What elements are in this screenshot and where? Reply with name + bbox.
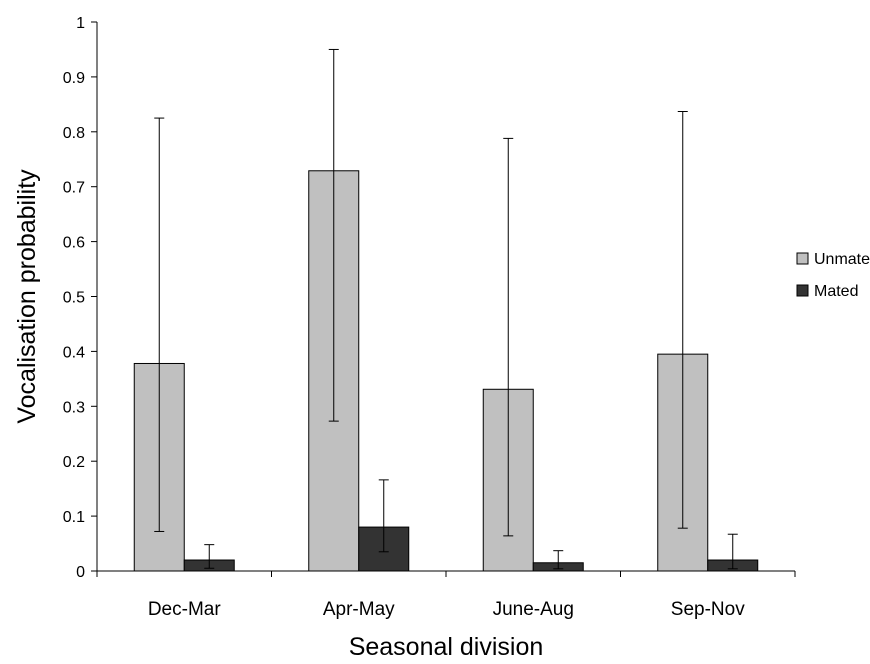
y-tick-label: 0.1	[63, 509, 85, 526]
x-axis-title: Seasonal division	[349, 633, 544, 661]
y-tick-label: 0.6	[63, 235, 85, 252]
y-tick-label: 0.7	[63, 180, 85, 197]
y-axis-title: Vocalisation probability	[13, 169, 41, 424]
x-tick-label: Dec-Mar	[148, 599, 222, 620]
y-tick-label: 0.4	[63, 344, 85, 361]
y-tick-label: 0.3	[63, 399, 85, 416]
legend-label-unmated: Unmated	[814, 251, 870, 268]
x-tick-label: Sep-Nov	[671, 599, 745, 620]
y-axis-ticks: 0 0.1 0.2 0.3 0.4 0.5 0.6 0.7 0.8 0.9 1	[63, 15, 97, 581]
legend: Unmated Mated	[796, 251, 870, 300]
y-tick-label: 0	[76, 564, 85, 581]
bars-group	[133, 170, 759, 572]
x-tick-label: Apr-May	[323, 599, 395, 620]
legend-swatch-unmated	[796, 252, 809, 265]
legend-swatch-mated	[796, 284, 809, 297]
x-axis-ticks: Dec-Mar Apr-May June-Aug Sep-Nov	[96, 571, 796, 620]
y-tick-label: 0.8	[63, 125, 85, 142]
y-tick-label: 1	[76, 15, 85, 32]
y-tick-label: 0.9	[63, 70, 85, 87]
y-tick-label: 0.5	[63, 290, 85, 307]
y-tick-label: 0.2	[63, 454, 85, 471]
error-bars-group	[154, 48, 738, 570]
x-tick-label: June-Aug	[493, 599, 574, 620]
legend-label-mated: Mated	[814, 283, 858, 300]
